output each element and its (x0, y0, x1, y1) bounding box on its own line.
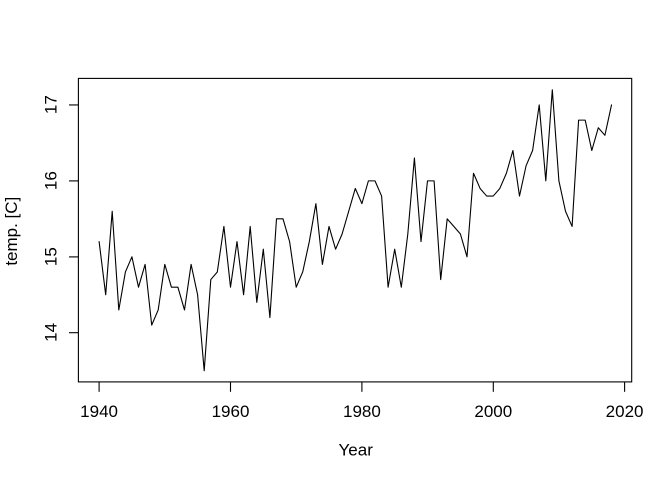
svg-text:16: 16 (42, 171, 61, 190)
svg-text:1960: 1960 (212, 402, 250, 421)
svg-text:1980: 1980 (343, 402, 381, 421)
svg-text:15: 15 (42, 247, 61, 266)
svg-text:2020: 2020 (606, 402, 644, 421)
svg-text:1940: 1940 (80, 402, 118, 421)
svg-text:2000: 2000 (474, 402, 512, 421)
svg-text:14: 14 (42, 323, 61, 342)
svg-text:temp. [C]: temp. [C] (2, 197, 21, 266)
svg-text:17: 17 (42, 95, 61, 114)
svg-text:Year: Year (339, 441, 374, 460)
